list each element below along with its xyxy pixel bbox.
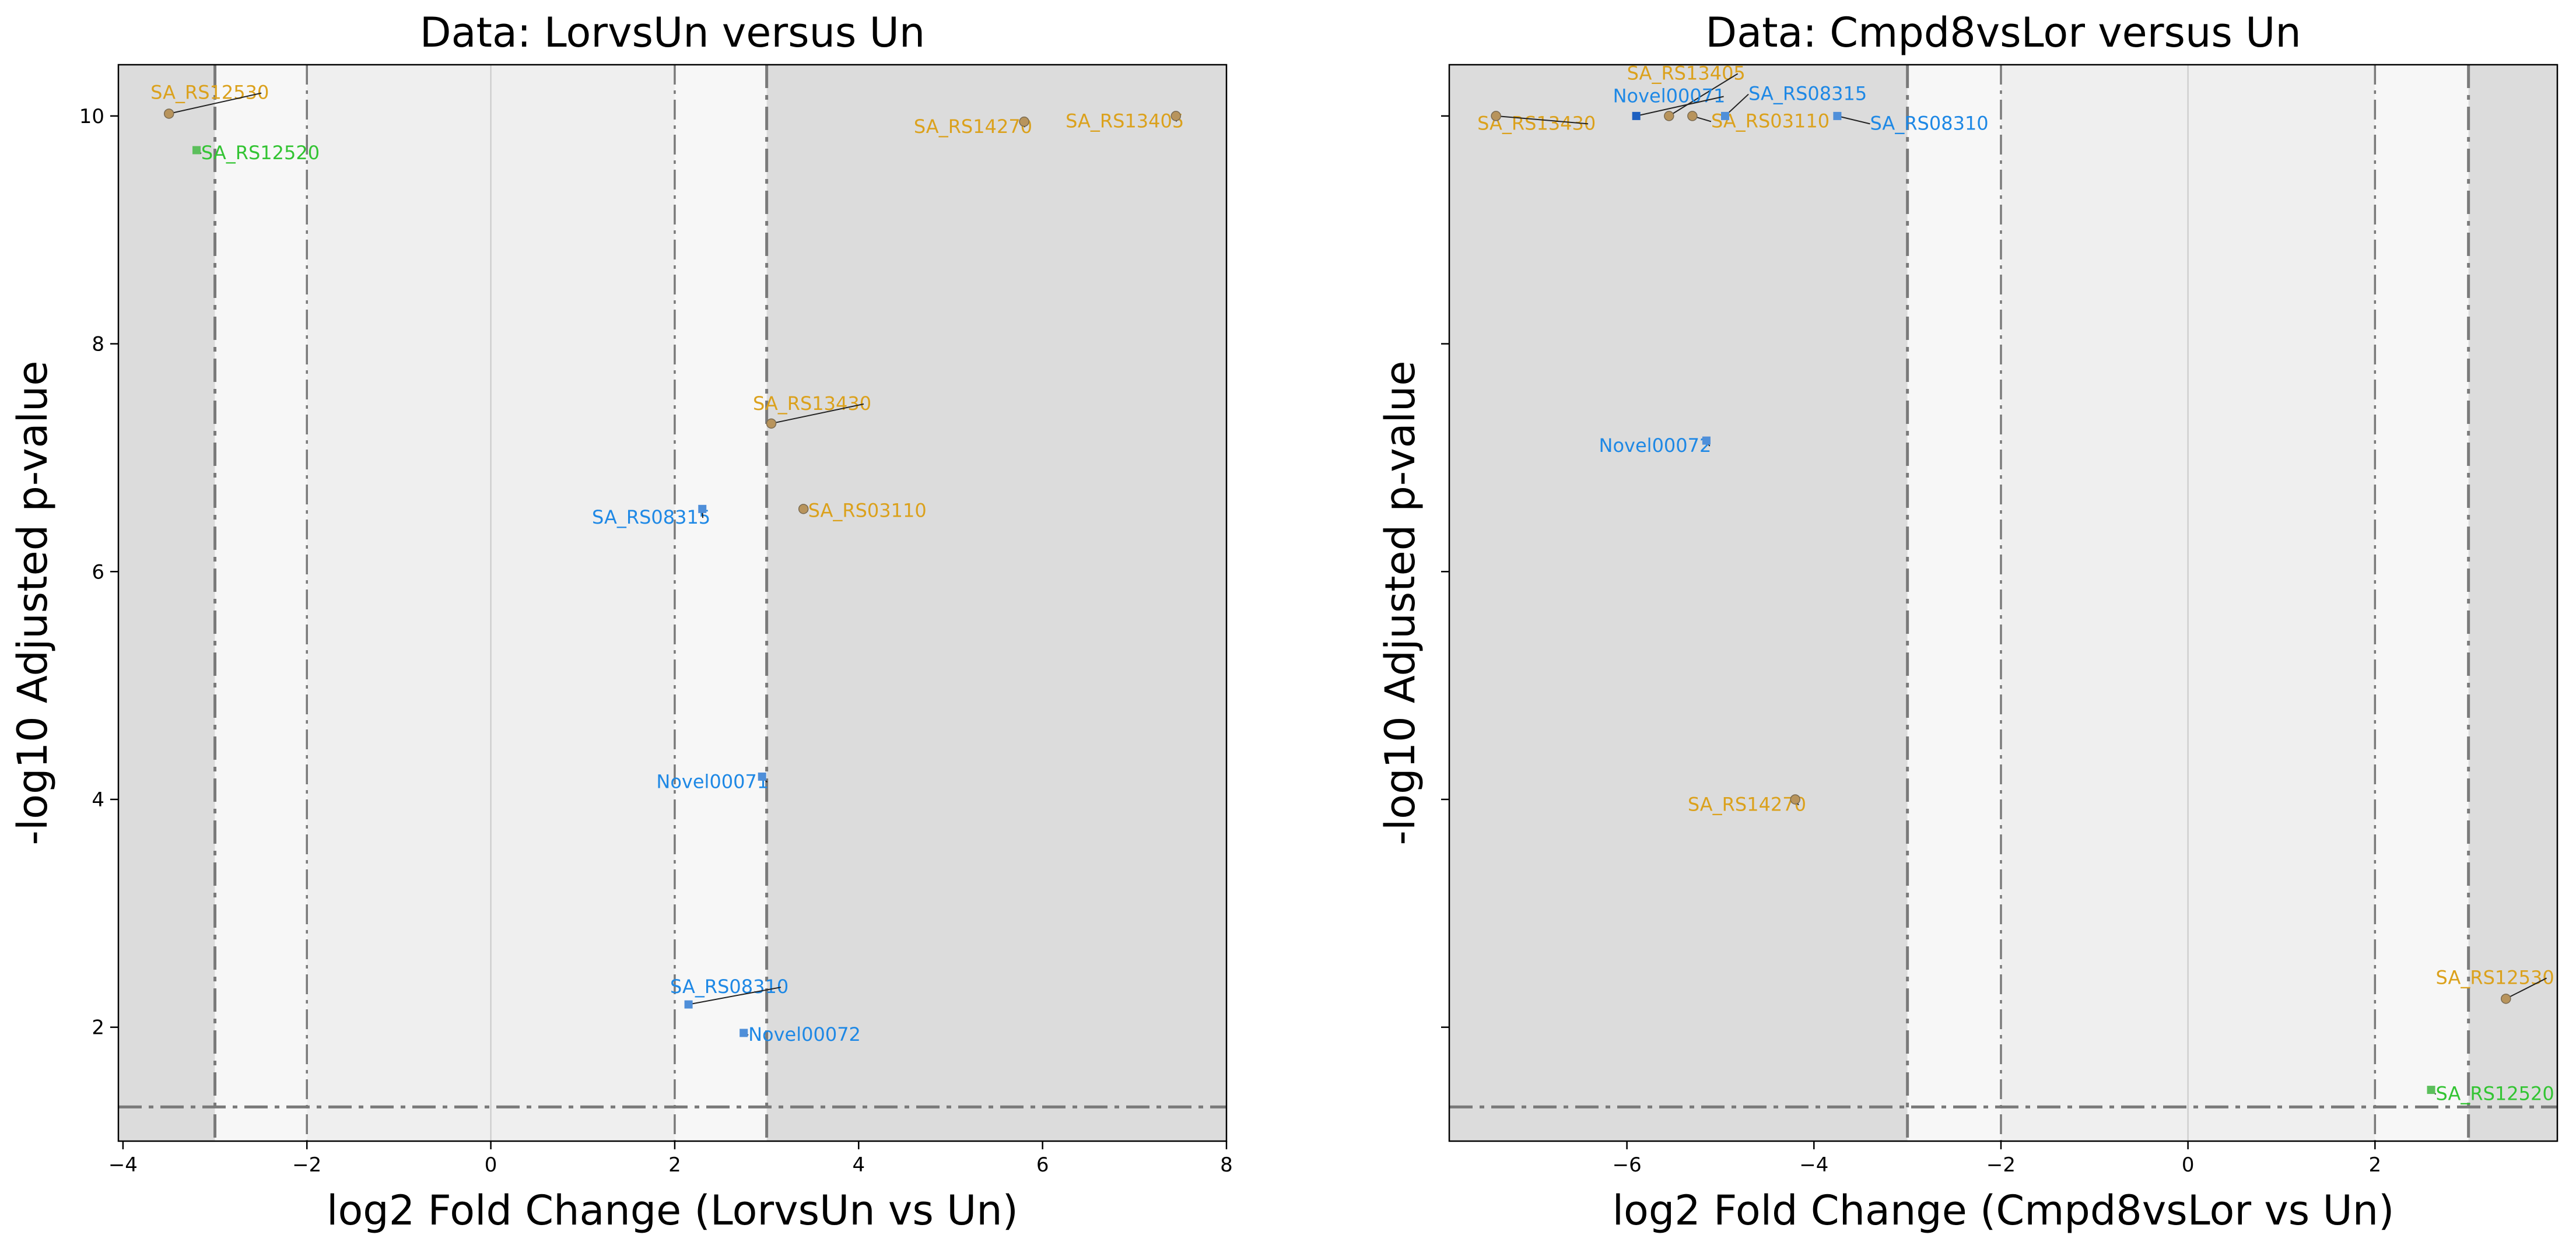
y-tick-label: 2	[92, 1016, 104, 1040]
chart-panel-1: SA_RS12530 SA_RS12520 SA_RS14270 SA_RS13405…	[9, 9, 1233, 1234]
point-label: SA_RS14270	[914, 115, 1032, 138]
data-point	[1833, 111, 1842, 120]
data-point	[1790, 794, 1800, 805]
x-tick-label: 0	[485, 1153, 497, 1177]
data-point	[2501, 994, 2511, 1004]
leader-line	[2505, 977, 2547, 999]
x-axis-label: log2 Fold Change (Cmpd8vsLor vs Un)	[1613, 1187, 2395, 1234]
x-tick-label: −4	[1799, 1153, 1828, 1177]
x-tick-label: 0	[2182, 1153, 2195, 1177]
point-label: Novel00071	[656, 770, 769, 792]
data-point	[684, 1000, 693, 1009]
plot-frame	[117, 64, 1228, 1142]
chart-panel-2: SA_RS13430SA_RS13405Novel00071SA_RS03110…	[1376, 9, 2559, 1234]
point-label: SA_RS13430	[753, 392, 871, 415]
data-point	[1687, 111, 1698, 121]
point-label: SA_RS08310	[670, 976, 788, 998]
region-outer-left	[118, 65, 215, 1141]
region-outer-right	[766, 65, 1226, 1141]
data-point	[698, 504, 707, 513]
x-tick-label: 2	[668, 1153, 681, 1177]
data-point	[163, 108, 174, 119]
x-tick-label: 8	[1220, 1153, 1233, 1177]
leader-line	[688, 987, 781, 1005]
data-point	[1019, 116, 1029, 127]
data-point	[1632, 111, 1641, 120]
data-point	[1170, 111, 1182, 121]
point-label: SA_RS14270	[1688, 794, 1806, 816]
data-point	[739, 1029, 748, 1037]
leader-line	[1636, 96, 1724, 117]
y-axis-label: -log10 Adjusted p-value	[1376, 361, 1424, 845]
point-label: SA_RS03110	[808, 500, 927, 522]
point-label: SA_RS12530	[150, 82, 269, 104]
data-point	[798, 504, 809, 514]
point-label: SA_RS12520	[201, 142, 320, 164]
chart-title: Data: LorvsUn versus Un	[420, 9, 926, 57]
data-point	[1664, 111, 1674, 121]
point-label: SA_RS08315	[1748, 83, 1867, 105]
point-label: SA_RS03110	[1711, 110, 1830, 132]
data-point	[192, 146, 201, 155]
point-label: Novel00072	[748, 1023, 861, 1046]
region-inner-left	[215, 65, 307, 1141]
point-label: Novel00072	[1599, 434, 1712, 457]
y-tick-label: 6	[92, 560, 104, 584]
x-tick-label: 2	[2369, 1153, 2382, 1177]
point-label: SA_RS12520	[2436, 1083, 2554, 1105]
leader-line	[169, 92, 262, 114]
point-label: Novel00071	[1613, 85, 1726, 107]
x-axis-label: log2 Fold Change (LorvsUn vs Un)	[327, 1187, 1018, 1234]
x-tick-label: −4	[108, 1153, 138, 1177]
region-outer-right	[2468, 65, 2557, 1141]
x-tick-label: 6	[1036, 1153, 1049, 1177]
point-label: SA_RS13405	[1066, 110, 1184, 132]
chart-title: Data: Cmpd8vsLor versus Un	[1705, 9, 2301, 57]
leader-line	[1496, 115, 1589, 125]
data-point	[1491, 111, 1501, 121]
point-label: SA_RS08315	[592, 506, 710, 528]
region-outer-left	[1449, 65, 1908, 1141]
x-tick-label: −2	[292, 1153, 321, 1177]
region-inner-left	[1907, 65, 2001, 1141]
leader-line	[1837, 115, 1870, 125]
x-tick-label: −2	[1986, 1153, 2016, 1177]
data-point	[1720, 111, 1729, 120]
y-tick-label: 8	[92, 333, 104, 356]
region-inner-right	[674, 65, 767, 1141]
leader-line	[1669, 73, 1739, 117]
leader-line	[771, 403, 864, 424]
x-tick-label: 4	[852, 1153, 865, 1177]
data-point	[2427, 1086, 2435, 1094]
point-label: SA_RS08310	[1870, 112, 1989, 134]
data-point	[1702, 436, 1711, 445]
x-tick-label: −6	[1613, 1153, 1642, 1177]
y-axis-label: -log10 Adjusted p-value	[9, 361, 57, 845]
y-tick-label: 4	[92, 788, 104, 812]
point-label: SA_RS12530	[2436, 966, 2554, 988]
data-point	[766, 418, 777, 429]
y-tick-label: 10	[79, 105, 104, 128]
region-inner-right	[2375, 65, 2469, 1141]
data-point	[758, 772, 766, 781]
plot-frame	[1448, 64, 2559, 1142]
